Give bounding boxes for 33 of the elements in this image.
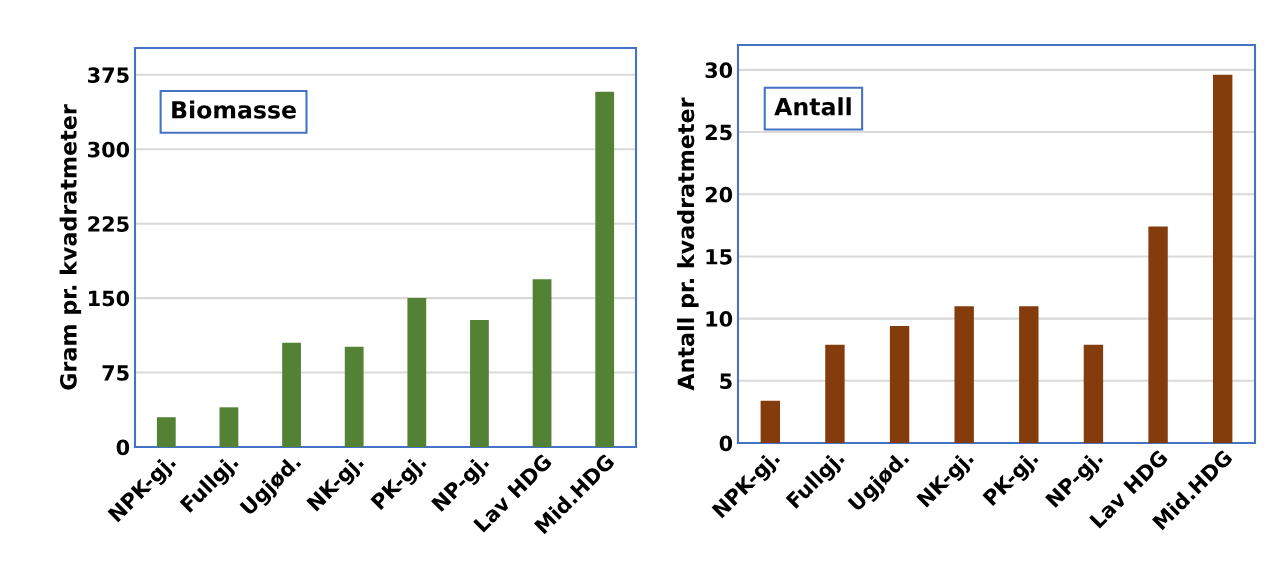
bar (282, 342, 301, 447)
bar (1083, 344, 1104, 443)
bar (889, 326, 910, 443)
bar (407, 298, 427, 447)
bar (470, 319, 489, 447)
y-tick-label: 20 (705, 186, 733, 203)
y-tick-label: 5 (720, 373, 732, 390)
y-tick-label: 300 (88, 141, 130, 158)
y-tick-label: 0 (719, 435, 733, 452)
y-tick-label: 225 (88, 216, 129, 232)
y-tick-label: 10 (706, 311, 733, 327)
y-tick-label: 30 (705, 62, 733, 79)
y-tick-label: 0 (116, 439, 130, 456)
y-axis-title: Antall pr. kvadratmeter (677, 97, 699, 391)
y-tick-label: 15 (706, 249, 732, 265)
y-tick-label: 25 (705, 124, 732, 141)
bar (760, 400, 781, 443)
bar (156, 417, 176, 447)
bar (1019, 306, 1039, 443)
y-axis-title: Gram pr. kvadratmeter (59, 104, 82, 390)
text: Antall (774, 97, 851, 116)
bar (219, 407, 239, 447)
bar (1148, 226, 1168, 443)
bar (344, 346, 364, 447)
bar (532, 279, 552, 447)
bar (825, 344, 845, 443)
text: Biomasse (172, 100, 296, 119)
bar (595, 91, 615, 447)
bar (1212, 74, 1233, 443)
y-tick-label: 75 (102, 365, 129, 381)
bar (954, 306, 974, 443)
y-tick-label: 150 (89, 290, 130, 307)
y-tick-label: 375 (88, 67, 129, 84)
